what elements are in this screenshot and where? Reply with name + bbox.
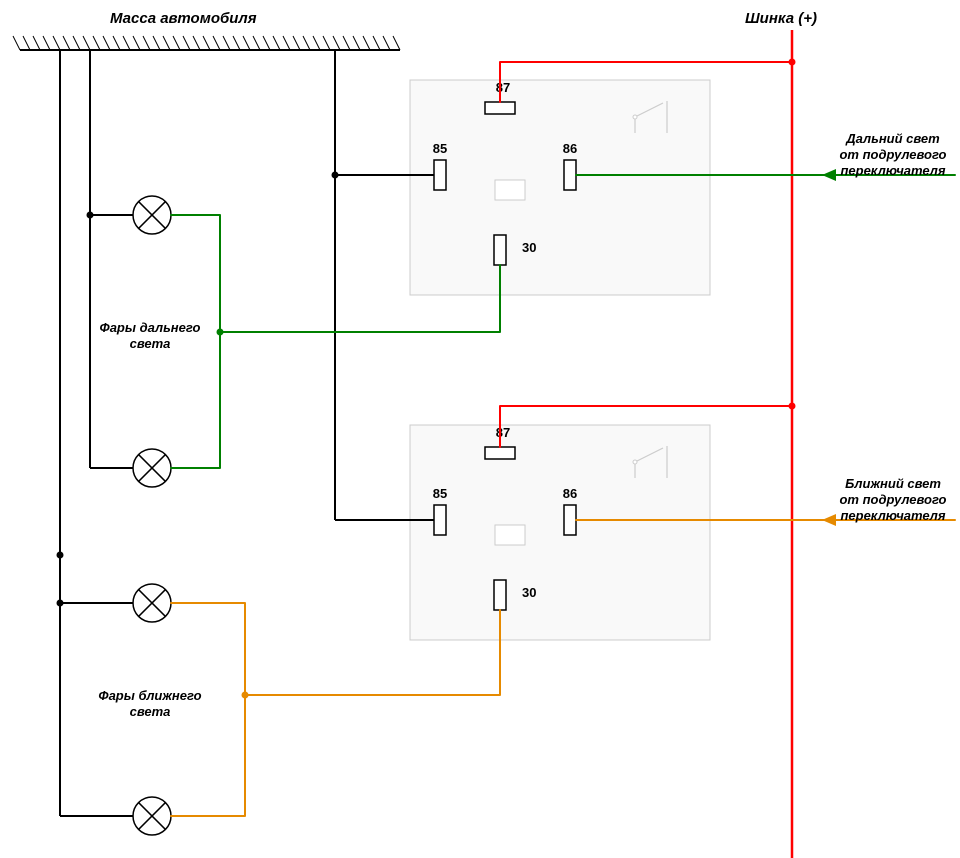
relay-low-beam-body	[410, 425, 710, 640]
label-low-lamps: Фары ближнегосвета	[98, 688, 201, 719]
wiring-diagram: Масса автомобиля Шинка (+) 87 85 86 30 87 85 86 3…	[0, 0, 960, 858]
svg-text:86: 86	[563, 141, 577, 156]
label-high-lamps: Фары дальнегосвета	[100, 320, 201, 351]
svg-text:30: 30	[522, 585, 536, 600]
ground-title: Масса автомобиля	[110, 10, 257, 27]
label-low-input: Ближний светот подрулевогопереключателя	[839, 476, 946, 523]
svg-text:87: 87	[496, 80, 510, 95]
svg-text:85: 85	[433, 486, 447, 501]
svg-text:30: 30	[522, 240, 536, 255]
relay-high-beam-body	[410, 80, 710, 295]
svg-text:86: 86	[563, 486, 577, 501]
label-high-input: Дальний светот подрулевогопереключателя	[839, 131, 946, 178]
svg-text:85: 85	[433, 141, 447, 156]
bus-title: Шинка (+)	[745, 10, 817, 27]
svg-text:87: 87	[496, 425, 510, 440]
